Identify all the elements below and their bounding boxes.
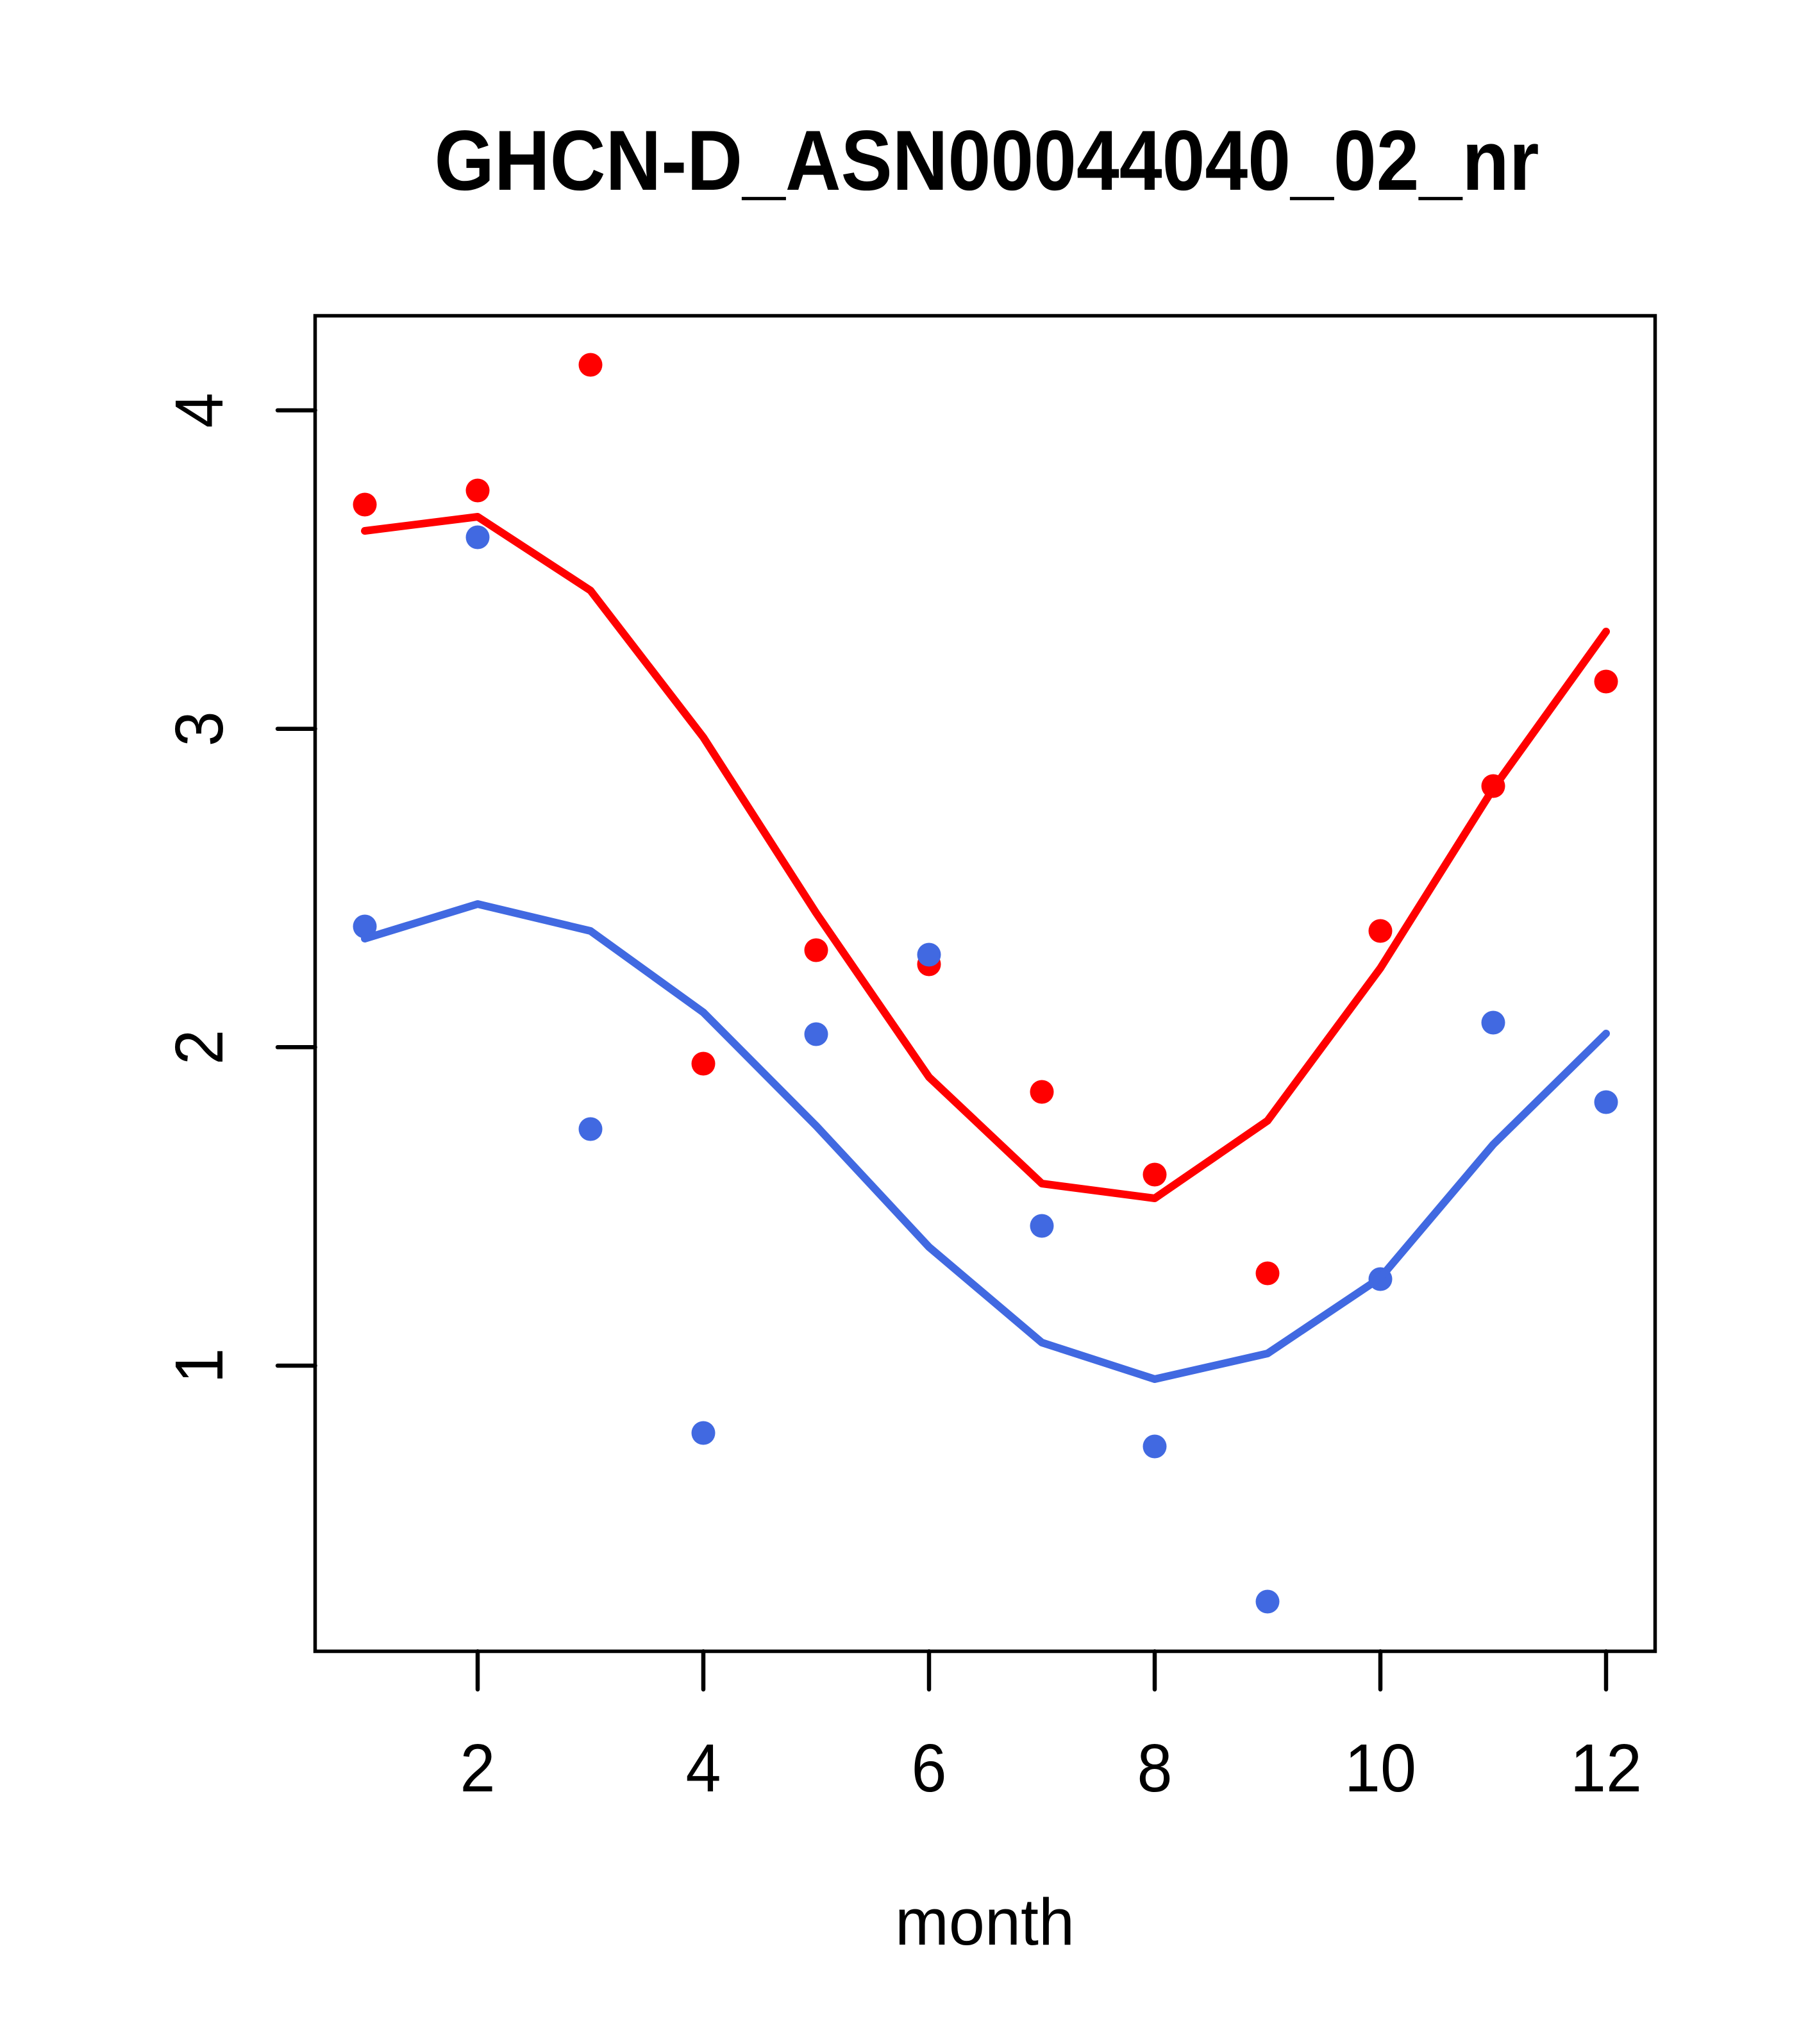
svg-text:GHCN-D_ASN00044040_02_nr: GHCN-D_ASN00044040_02_nr [435, 113, 1539, 208]
svg-text:8: 8 [1137, 1730, 1173, 1806]
svg-text:3: 3 [162, 711, 237, 746]
svg-text:4: 4 [162, 393, 237, 428]
svg-text:1: 1 [162, 1348, 237, 1384]
svg-text:10: 10 [1344, 1730, 1416, 1806]
svg-text:12: 12 [1570, 1730, 1642, 1806]
svg-text:4: 4 [686, 1730, 721, 1806]
svg-text:2: 2 [460, 1730, 496, 1806]
svg-text:month: month [895, 1885, 1075, 1959]
svg-text:2: 2 [162, 1030, 237, 1065]
svg-text:6: 6 [912, 1730, 947, 1806]
